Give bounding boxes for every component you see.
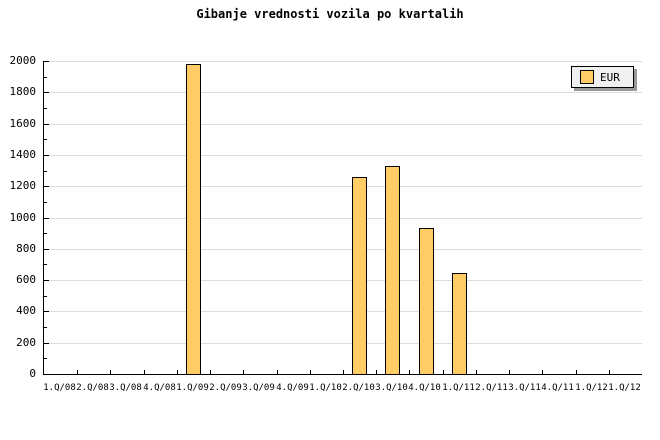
x-axis-tick-label: 3.Q/10 bbox=[375, 383, 408, 393]
x-axis-tick bbox=[177, 370, 178, 374]
gridline bbox=[44, 61, 642, 62]
x-axis-tick bbox=[144, 370, 145, 374]
x-axis-tick bbox=[277, 370, 278, 374]
y-axis-tick-label: 400 bbox=[16, 304, 36, 317]
y-axis-tick-label: 600 bbox=[16, 273, 36, 286]
x-axis-tick bbox=[243, 370, 244, 374]
bar bbox=[452, 273, 467, 374]
gridline bbox=[44, 124, 642, 125]
y-axis-minor-tick bbox=[44, 327, 47, 328]
gridline bbox=[44, 92, 642, 93]
y-axis-minor-tick bbox=[44, 264, 47, 265]
x-axis-tick-label: 1.Q/09 bbox=[176, 383, 209, 393]
x-axis-tick bbox=[509, 370, 510, 374]
x-axis-tick-label: 1.Q/12 bbox=[608, 383, 641, 393]
y-axis-tick-label: 1000 bbox=[9, 211, 37, 224]
plot-area bbox=[43, 61, 642, 375]
legend: EUR bbox=[571, 66, 634, 88]
y-axis-major-tick bbox=[44, 92, 49, 93]
legend-color-swatch-icon bbox=[580, 70, 594, 84]
y-axis-major-tick bbox=[44, 249, 49, 250]
y-axis-tick-label: 800 bbox=[16, 242, 36, 255]
x-axis-tick-label: 1.Q/08 bbox=[43, 383, 76, 393]
y-axis-major-tick bbox=[44, 124, 49, 125]
bar bbox=[352, 177, 367, 374]
x-axis-tick-label: 4.Q/10 bbox=[408, 383, 441, 393]
x-axis-tick bbox=[576, 370, 577, 374]
y-axis-major-tick bbox=[44, 186, 49, 187]
x-axis-tick-label: 3.Q/11 bbox=[508, 383, 541, 393]
chart-title: Gibanje vrednosti vozila po kvartalih bbox=[196, 7, 464, 21]
gridline bbox=[44, 311, 642, 312]
x-axis-tick-label: 3.Q/08 bbox=[109, 383, 142, 393]
legend-series-label: EUR bbox=[600, 70, 620, 84]
x-axis-tick bbox=[542, 370, 543, 374]
gridline bbox=[44, 186, 642, 187]
y-axis-minor-tick bbox=[44, 108, 47, 109]
y-axis-minor-tick bbox=[44, 171, 47, 172]
y-axis-minor-tick bbox=[44, 202, 47, 203]
x-axis-tick bbox=[443, 370, 444, 374]
gridline bbox=[44, 218, 642, 219]
x-axis-tick-label: 4.Q/08 bbox=[143, 383, 176, 393]
y-axis-major-tick bbox=[44, 280, 49, 281]
y-axis-major-tick bbox=[44, 155, 49, 156]
bar bbox=[419, 228, 434, 374]
y-axis-tick-label: 1800 bbox=[9, 85, 37, 98]
x-axis-tick bbox=[77, 370, 78, 374]
x-axis-tick bbox=[376, 370, 377, 374]
gridline bbox=[44, 343, 642, 344]
gridline bbox=[44, 280, 642, 281]
y-axis-major-tick bbox=[44, 61, 49, 62]
y-axis-minor-tick bbox=[44, 77, 47, 78]
x-axis-tick bbox=[409, 370, 410, 374]
bar bbox=[186, 64, 201, 374]
x-axis-tick bbox=[210, 370, 211, 374]
x-axis-tick bbox=[609, 370, 610, 374]
x-axis-tick bbox=[310, 370, 311, 374]
x-axis-tick-label: 2.Q/11 bbox=[475, 383, 508, 393]
y-axis-major-tick bbox=[44, 311, 49, 312]
x-axis-tick-label: 1.Q/12 bbox=[575, 383, 608, 393]
y-axis-major-tick bbox=[44, 343, 49, 344]
y-axis-minor-tick bbox=[44, 296, 47, 297]
x-axis-tick-label: 3.Q/09 bbox=[242, 383, 275, 393]
x-axis-tick-label: 4.Q/09 bbox=[276, 383, 309, 393]
y-axis-tick-label: 200 bbox=[16, 336, 36, 349]
x-axis-tick bbox=[110, 370, 111, 374]
x-axis-tick bbox=[343, 370, 344, 374]
y-axis-tick-label: 1400 bbox=[9, 148, 37, 161]
x-axis-tick-label: 1.Q/10 bbox=[309, 383, 342, 393]
y-axis-minor-tick bbox=[44, 358, 47, 359]
y-axis-tick-label: 1200 bbox=[9, 179, 37, 192]
gridline bbox=[44, 249, 642, 250]
x-axis-tick-label: 2.Q/09 bbox=[209, 383, 242, 393]
y-axis-minor-tick bbox=[44, 139, 47, 140]
bar bbox=[385, 166, 400, 374]
y-axis-tick-label: 2000 bbox=[9, 54, 37, 67]
x-axis-tick-label: 2.Q/10 bbox=[342, 383, 375, 393]
gridline bbox=[44, 155, 642, 156]
y-axis-minor-tick bbox=[44, 233, 47, 234]
x-axis-tick-label: 2.Q/08 bbox=[76, 383, 109, 393]
y-axis-major-tick bbox=[44, 218, 49, 219]
x-axis-tick bbox=[476, 370, 477, 374]
x-axis-tick-label: 4.Q/11 bbox=[541, 383, 574, 393]
x-axis-tick-label: 1.Q/11 bbox=[442, 383, 475, 393]
y-axis-tick-label: 0 bbox=[29, 367, 36, 380]
y-axis-tick-label: 1600 bbox=[9, 117, 37, 130]
